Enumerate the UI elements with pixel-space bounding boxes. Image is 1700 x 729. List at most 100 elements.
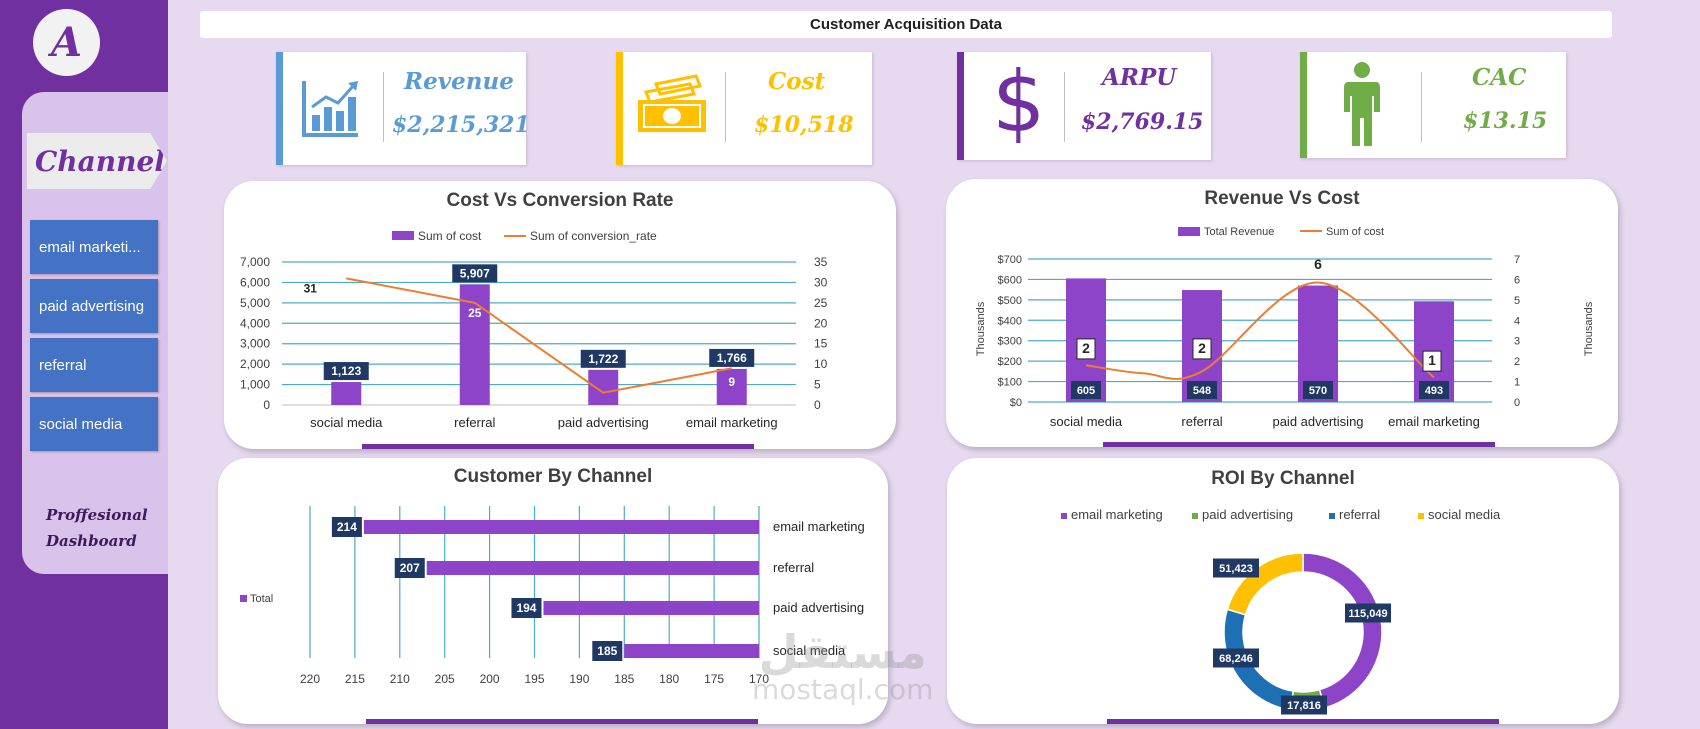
- dashboard-title: Customer Acquisition Data: [200, 11, 1612, 38]
- data-label-conversion-0: 31: [304, 281, 318, 295]
- slicer-item-paid-advertising[interactable]: paid advertising: [30, 279, 158, 333]
- data-label-revenue-0: 605: [1077, 385, 1095, 397]
- y2-tick-label: 5: [814, 378, 821, 392]
- bar-chart-icon: [302, 81, 358, 137]
- y-tick-label: 2,000: [240, 357, 270, 371]
- kpi-accent: [957, 52, 964, 160]
- data-label-cost-0: 1,123: [331, 364, 361, 378]
- x-tick-label: 205: [435, 672, 455, 686]
- roi-by-channel-card: ROI By Channel email marketing paid adver…: [947, 458, 1619, 724]
- chart-title: Cost Vs Conversion Rate: [446, 190, 674, 211]
- legend-swatch-1: [1192, 513, 1198, 519]
- data-label-roi-2-bg: [1213, 648, 1259, 668]
- x-tick-label: paid advertising: [1272, 414, 1363, 429]
- y-tick-label: $100: [998, 377, 1022, 389]
- x-tick-label: referral: [454, 415, 495, 430]
- chart-scrollbar[interactable]: [1103, 442, 1495, 447]
- customer-by-channel-chart: 220 215 210 205 200 195 190 185 180 175 170 Total 21…: [240, 506, 865, 686]
- y-axis-label: Thousands: [975, 301, 987, 356]
- data-label-cost-3-bg: [1422, 350, 1442, 372]
- bar-cost-0: [331, 382, 362, 405]
- kpi-arpu-value: $2,769.15: [1081, 109, 1204, 135]
- y2-tick-label: 15: [814, 337, 828, 351]
- x-tick-label: paid advertising: [558, 415, 649, 430]
- data-label-cost-1-bg: [452, 264, 498, 283]
- kpi-divider: [725, 72, 726, 142]
- y2-tick-label: 0: [814, 398, 821, 412]
- kpi-revenue-value: $2,215,321: [392, 112, 530, 138]
- legend-swatch-cost: [392, 231, 414, 240]
- y2-tick-label: 5: [1514, 295, 1520, 307]
- person-icon: [1344, 62, 1380, 146]
- kpi-accent: [616, 52, 623, 165]
- y-tick-label: 5,000: [240, 296, 270, 310]
- data-label-cost-1: 2: [1198, 340, 1206, 356]
- x-tick-label: 195: [524, 672, 544, 686]
- legend-label-cost: Sum of cost: [1326, 226, 1384, 238]
- cost-vs-conversion-card: Cost Vs Conversion Rate Sum of cost Sum o…: [224, 181, 896, 449]
- x-tick-label: referral: [1181, 414, 1222, 429]
- data-label-roi-2: 68,246: [1219, 653, 1253, 665]
- y2-tick-label: 30: [814, 275, 828, 289]
- x-tick-label: 175: [704, 672, 724, 686]
- y-category-label: social media: [773, 643, 846, 658]
- data-label-roi-1: 17,816: [1287, 700, 1321, 712]
- kpi-accent: [1300, 52, 1307, 158]
- legend-swatch-2: [1329, 513, 1335, 519]
- x-tick-label: social media: [1050, 414, 1123, 429]
- y-tick-label: 6,000: [240, 275, 270, 289]
- slicer-item-referral[interactable]: referral: [30, 338, 158, 392]
- donut-slice-3: [1226, 552, 1304, 616]
- x-tick-label: 210: [390, 672, 410, 686]
- data-label-cost-2-bg: [580, 349, 626, 368]
- y-tick-label: $500: [998, 295, 1022, 307]
- data-label-customers-0-bg: [331, 517, 362, 537]
- bar-customers-1: [426, 561, 759, 575]
- data-label-revenue-3-bg: [1419, 381, 1449, 399]
- logo-badge: A: [33, 9, 100, 76]
- legend-label-revenue: Total Revenue: [1204, 226, 1274, 238]
- data-label-roi-3: 51,423: [1219, 563, 1253, 575]
- data-label-customers-0: 214: [337, 520, 357, 534]
- chart-scrollbar[interactable]: [362, 444, 754, 449]
- kpi-accent: [276, 52, 283, 165]
- dollar-icon: $: [992, 53, 1046, 151]
- revenue-vs-cost-card: Revenue Vs Cost Total Revenue Sum of cost…: [946, 179, 1618, 447]
- chart-scrollbar[interactable]: [1107, 719, 1499, 724]
- data-label-revenue-2-bg: [1303, 381, 1333, 399]
- y-tick-label: $300: [998, 336, 1022, 348]
- chart-scrollbar[interactable]: [366, 719, 758, 724]
- bar-customers-2: [543, 601, 759, 615]
- slicer-item-email-marketing[interactable]: email marketi...: [30, 220, 158, 274]
- bar-cost-2: [588, 369, 619, 405]
- data-label-cost-3-bg: [709, 348, 755, 367]
- kpi-cac-label: CAC: [1472, 64, 1527, 91]
- kpi-divider: [1064, 72, 1065, 142]
- donut-slice-0: [1302, 552, 1383, 709]
- chart-title: ROI By Channel: [1211, 468, 1355, 489]
- data-label-roi-3-bg: [1213, 558, 1259, 578]
- kpi-cac-value: $13.15: [1463, 108, 1548, 134]
- revenue-vs-cost-chart: Total Revenue Sum of cost $0 $100 $200 $300 $4…: [975, 226, 1595, 429]
- data-label-customers-1: 207: [400, 561, 420, 575]
- y2-tick-label: 0: [1514, 397, 1520, 409]
- data-label-customers-3: 185: [597, 644, 617, 658]
- legend-swatch-total: [240, 595, 247, 602]
- legend-label-total: Total: [250, 593, 273, 605]
- slicer-item-social-media[interactable]: social media: [30, 397, 158, 451]
- y-tick-label: 4,000: [240, 316, 270, 330]
- x-tick-label: social media: [310, 415, 383, 430]
- data-label-revenue-1: 548: [1193, 385, 1211, 397]
- data-label-revenue-1-bg: [1187, 381, 1217, 399]
- kpi-divider: [1421, 72, 1422, 142]
- bar-customers-3: [624, 644, 759, 658]
- data-label-roi-1-bg: [1281, 695, 1327, 715]
- chart-title: Customer By Channel: [453, 466, 653, 487]
- x-tick-label: 170: [749, 672, 769, 686]
- y2-tick-label: 4: [1514, 315, 1520, 327]
- legend-label-0: email marketing: [1071, 507, 1163, 522]
- y-tick-label: $200: [998, 356, 1022, 368]
- x-tick-label: email marketing: [686, 415, 778, 430]
- kpi-cost-card: Cost $10,518: [616, 52, 872, 165]
- kpi-arpu-card: $ ARPU $2,769.15: [957, 52, 1211, 160]
